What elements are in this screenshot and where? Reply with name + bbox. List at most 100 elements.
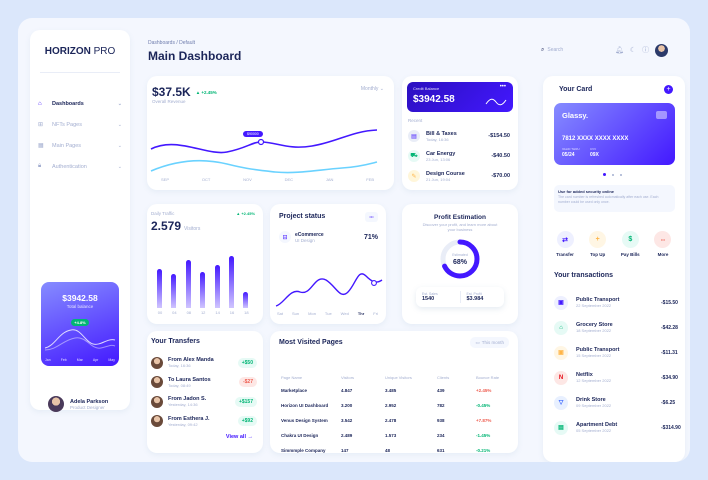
credit-amount: $3942.58: [413, 94, 455, 105]
table-cell-unique: 3.485: [385, 388, 397, 393]
card-chip-icon: [656, 111, 667, 119]
sidebar-item[interactable]: ▦ Main Pages ⌄: [38, 135, 122, 156]
period-filter-button[interactable]: ▭ This month: [470, 337, 509, 348]
credit-transaction[interactable]: ✎ Design Course 21 Jun, 19:04 -$70.00: [408, 166, 510, 186]
transfer-item[interactable]: From Alex Manda Today, 16:36 +$50: [151, 353, 257, 373]
table-row[interactable]: Marketplace 4.847 3.485 439 +2.45%: [281, 388, 504, 403]
card-brand: Glassy.: [562, 111, 589, 120]
revenue-card: $37.5K ▲ +2.45% Overall Revenue Monthly …: [147, 76, 394, 190]
bus-icon: ▣: [554, 295, 568, 310]
credit-title: Credit Balance: [413, 86, 440, 91]
table-cell-bounce: -0.45%: [476, 403, 491, 408]
project-item[interactable]: ⊟ eCommerce UI Design 71%: [279, 231, 378, 243]
table-cell-clients: 234: [437, 433, 445, 438]
header-avatar[interactable]: [655, 43, 669, 57]
traffic-day-label: 08: [186, 310, 192, 315]
sidebar: HORIZON PRO ⌂ Dashboards ⌄ ⊞ NFTs Pages ⌄ ▦ Mai…: [30, 30, 130, 412]
more-icon[interactable]: •••: [499, 84, 506, 90]
table-cell-visitors: 2.489: [341, 433, 353, 438]
profit-sales-value: 1540: [422, 296, 435, 302]
calendar-icon: ▭: [475, 339, 480, 345]
user-profile[interactable]: Adela Parkson Product Designer: [48, 396, 108, 412]
sidebar-item[interactable]: 🔒︎ Authentication ⌄: [38, 156, 122, 177]
apartment-icon: ▤: [554, 420, 568, 435]
transaction-date: 18 September 2022: [576, 328, 612, 333]
view-all-link[interactable]: View all →: [225, 434, 254, 440]
card-action-top-up[interactable]: + Top Up: [584, 231, 612, 257]
credit-transaction-amount: -$154.50: [488, 133, 510, 139]
table-cell-name: Simmmple Company: [281, 448, 326, 453]
chevron-down-icon: ⌄: [117, 121, 122, 128]
project-day-label: Tue: [324, 311, 332, 316]
balance-month: Apr: [92, 358, 99, 362]
glassy-card[interactable]: Glassy. 7812 XXXX XXXX XXXX VALID THRU 0…: [554, 103, 675, 165]
traffic-unit: Visitors: [184, 226, 201, 232]
project-title: Project status: [279, 213, 326, 220]
table-cell-visitors: 3.200: [341, 403, 353, 408]
traffic-bar: [229, 255, 234, 308]
sidebar-item[interactable]: ⊞ NFTs Pages ⌄: [38, 114, 122, 135]
card-action-pay-bills[interactable]: $ Pay Bills: [616, 231, 644, 257]
table-row[interactable]: Horizon UI Dashboard 3.200 2.952 782 -0.45%: [281, 403, 504, 418]
credit-transaction[interactable]: ▤ Bill & Taxes Today, 16:36 -$154.50: [408, 126, 510, 146]
transfer-item[interactable]: From Esthera J. Yesterday, 09:42 +$92: [151, 412, 257, 432]
arrow-right-icon: →: [247, 434, 254, 440]
card-cvv-label: CVV: [590, 147, 597, 151]
balance-month: Jan: [45, 358, 51, 362]
moon-icon[interactable]: ☾: [629, 47, 637, 54]
table-row[interactable]: Venus Design System 3.542 2.478 938 +7.87%: [281, 418, 504, 433]
bell-icon[interactable]: 🔔︎: [615, 47, 624, 54]
card-action-transfer[interactable]: ⇄ Transfer: [551, 231, 579, 257]
transaction-item[interactable]: ▣ Public Transport 15 September 2022 -$11.3…: [554, 340, 685, 365]
profit-subtitle: Discover your profit, and learn more abo…: [422, 222, 498, 232]
period-select[interactable]: Monthly ⌄: [360, 86, 384, 92]
security-notice: Use for added security online The card n…: [554, 185, 675, 212]
carousel-dots[interactable]: [603, 173, 622, 176]
credit-balance-box[interactable]: Credit Balance $3942.58 •••: [407, 82, 513, 112]
brand-logo[interactable]: HORIZON PRO: [44, 46, 116, 57]
search-icon: ⌕: [541, 46, 545, 53]
chevron-down-icon: ⌄: [117, 163, 122, 170]
card-action-label: More: [657, 252, 669, 257]
card-action-more[interactable]: ••• More: [649, 231, 677, 257]
credit-card-widget: Credit Balance $3942.58 ••• Recent ▤ Bill…: [402, 76, 518, 190]
transfer-amount: +$50: [237, 357, 257, 368]
info-icon[interactable]: ⓘ: [642, 47, 650, 54]
project-line-chart: [275, 273, 383, 307]
credit-transaction-name: Bill & Taxes: [426, 130, 457, 137]
transaction-item[interactable]: ▣ Public Transport 22 September 2022 -$15.5…: [554, 290, 685, 315]
breadcrumb[interactable]: Dashboards / Default: [148, 40, 195, 46]
transaction-item[interactable]: ▽ Drink Store 09 September 2022 -$6.25: [554, 390, 685, 415]
transaction-item[interactable]: N Netflix 12 September 2022 -$34.90: [554, 365, 685, 390]
card-actions: ⇄ Transfer + Top Up $ Pay Bills ••• More: [551, 231, 677, 257]
search-input[interactable]: ⌕ Search: [536, 44, 606, 56]
sidebar-item[interactable]: ⌂ Dashboards ⌄: [38, 93, 122, 114]
store-icon: ⌂: [554, 320, 568, 335]
table-row[interactable]: Simmmple Company 147 48 631 -0.21%: [281, 448, 504, 462]
avatar: [151, 415, 163, 428]
transaction-item[interactable]: ⌂ Grocery Store 18 September 2022 -$42.28: [554, 315, 685, 340]
balance-card[interactable]: $3942.58 Total balance +4.8% Jan Feb Mar Ap…: [41, 282, 119, 366]
balance-badge: +4.8%: [71, 319, 89, 326]
transfer-item[interactable]: To Laura Santos Today, 08:49 -$27: [151, 373, 257, 393]
transaction-item[interactable]: ▤ Apartment Debt 05 September 2022 -$314.90: [554, 415, 685, 440]
transfer-item[interactable]: From Jadon S. Yesterday, 14:36 +$157: [151, 392, 257, 412]
your-card-title: Your Card: [559, 86, 593, 93]
chart-tooltip: $90000: [243, 131, 263, 137]
credit-transaction[interactable]: ⛟ Car Energy 23 Jun, 13:06 -$40.50: [408, 146, 510, 166]
table-cell-unique: 1.573: [385, 433, 397, 438]
user-role: Product Designer: [70, 404, 105, 410]
traffic-bar: [185, 260, 191, 308]
dollar-icon: $: [621, 231, 639, 248]
table-cell-clients: 631: [437, 448, 445, 453]
traffic-day-label: 00: [157, 310, 163, 315]
table-row[interactable]: Chakra UI Design 2.489 1.573 234 -1.45%: [281, 433, 504, 448]
transaction-amount: -$11.31: [661, 349, 678, 356]
profit-summary: Est. Sales 1540 Est. Profit $3.984: [416, 287, 504, 307]
table-header: Page Name Visitors Unique Visitors Clients B…: [281, 375, 504, 388]
transfers-list: From Alex Manda Today, 16:36 +$50 To Laura …: [151, 353, 257, 431]
project-menu-button[interactable]: •••: [365, 212, 378, 222]
right-panel: Your Card + Glassy. 7812 XXXX XXXX XXXX …: [543, 76, 685, 462]
add-card-button[interactable]: +: [664, 85, 673, 94]
traffic-day-label: 14: [215, 310, 220, 315]
